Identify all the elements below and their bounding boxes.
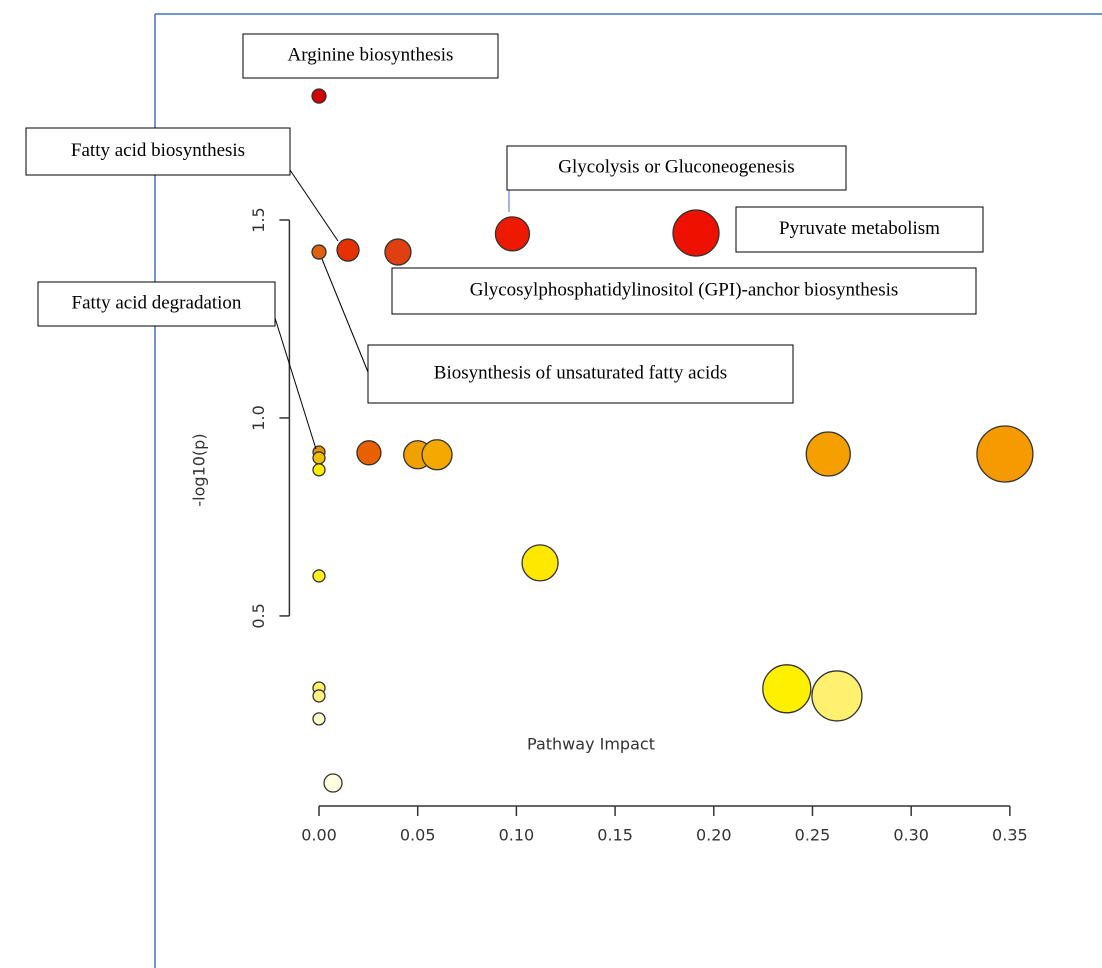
bubble [336, 238, 360, 262]
y-tick-label: 0.5 [249, 603, 268, 628]
bubble [672, 209, 720, 257]
bubble [312, 569, 326, 583]
label-box [735, 206, 984, 253]
annotation: Fatty acid biosynthesis [71, 140, 245, 161]
label-box [506, 145, 847, 191]
annotation: Glycosylphosphatidylinositol (GPI)-ancho… [470, 279, 899, 300]
bubble [811, 670, 863, 722]
x-tick-label: 0.25 [795, 826, 831, 845]
y-axis-label: -log10(p) [190, 433, 209, 506]
x-tick-label: 0.20 [696, 826, 732, 845]
annotation: Pyruvate metabolism [779, 218, 940, 239]
bubble [312, 451, 326, 465]
bubble [762, 664, 812, 714]
bubble [311, 88, 327, 104]
label-box [242, 33, 499, 79]
label-box [391, 267, 977, 315]
leader-line [274, 317, 317, 450]
bubble [421, 439, 453, 471]
x-axis-label: Pathway Impact [527, 735, 655, 754]
x-tick-label: 0.00 [301, 826, 337, 845]
x-tick-label: 0.35 [992, 826, 1028, 845]
bubble [805, 431, 851, 477]
annotation: Fatty acid degradation [72, 292, 242, 313]
bubble [356, 440, 382, 466]
label-box [37, 281, 276, 327]
bubble [312, 712, 326, 726]
y-tick-label: 1.5 [249, 207, 268, 232]
annotation: Arginine biosynthesis [288, 44, 454, 65]
annotation: Glycolysis or Gluconeogenesis [558, 156, 794, 177]
y-tick-label: 1.0 [249, 405, 268, 430]
bubble [312, 689, 326, 703]
bubble [311, 244, 327, 260]
x-tick-label: 0.30 [893, 826, 929, 845]
x-tick-label: 0.10 [499, 826, 535, 845]
leader-line [321, 258, 369, 373]
x-tick-label: 0.15 [597, 826, 633, 845]
label-box [367, 344, 794, 404]
bubble [384, 238, 412, 266]
bubble [494, 216, 531, 252]
bubble [312, 463, 326, 477]
bubble [323, 773, 343, 793]
leader-line [289, 169, 339, 242]
x-tick-label: 0.05 [400, 826, 436, 845]
annotation: Biosynthesis of unsaturated fatty acids [434, 362, 727, 383]
bubble [521, 544, 559, 582]
label-box [25, 127, 291, 176]
bubble [976, 425, 1034, 483]
